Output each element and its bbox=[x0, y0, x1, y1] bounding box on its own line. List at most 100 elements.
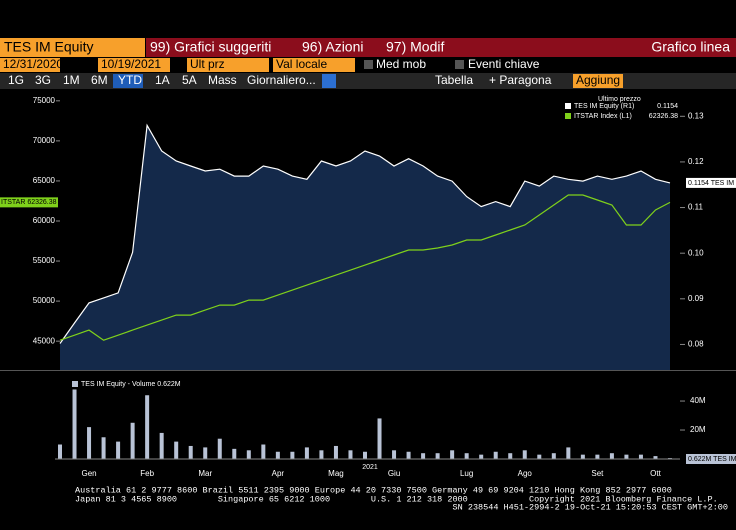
period[interactable]: 1G bbox=[8, 73, 24, 87]
right-tag: 0.1154 TES IM bbox=[688, 180, 734, 187]
volume-bar bbox=[450, 450, 455, 459]
x-tick-label: Set bbox=[591, 469, 604, 478]
volume-bar bbox=[304, 447, 309, 459]
volume-bar bbox=[159, 432, 164, 459]
volume-bar bbox=[580, 454, 585, 459]
volume-bar bbox=[624, 454, 629, 459]
volume-bar bbox=[392, 450, 397, 459]
checkbox[interactable] bbox=[455, 60, 464, 69]
table-button[interactable]: Tabella bbox=[435, 73, 473, 87]
mode[interactable]: Grafico linea bbox=[651, 39, 730, 55]
volume-bar bbox=[363, 451, 367, 459]
volume-bar bbox=[595, 454, 600, 459]
period[interactable]: 1A bbox=[155, 73, 170, 87]
volume-bar bbox=[421, 453, 426, 459]
volume-bar bbox=[522, 450, 527, 459]
legend-value: 62326.38 bbox=[649, 113, 678, 120]
year-label: 2021 bbox=[362, 464, 378, 471]
volume-tag: 0.622M TES IM bbox=[688, 456, 736, 463]
volume-bar bbox=[638, 454, 643, 459]
x-tick-label: Giu bbox=[388, 469, 400, 478]
frequency[interactable]: Giornaliero... bbox=[247, 73, 316, 87]
volume-bar bbox=[58, 444, 62, 459]
field-events[interactable]: Eventi chiave bbox=[468, 57, 540, 71]
volume-bar bbox=[101, 437, 106, 459]
compare-button[interactable]: + Paragona bbox=[489, 73, 552, 87]
area bbox=[60, 125, 670, 371]
volume-bar bbox=[493, 451, 498, 459]
legend-entry: TES IM Equity (R1) bbox=[574, 103, 634, 110]
y2-tick-label: 0.11 bbox=[688, 203, 704, 212]
x-tick-label: Lug bbox=[460, 469, 473, 478]
volume-title: TES IM Equity - Volume 0.622M bbox=[81, 381, 181, 388]
tag-box bbox=[0, 197, 58, 208]
y-tick-label: 50000 bbox=[33, 296, 56, 305]
volume-bar bbox=[217, 438, 222, 459]
volume-bar bbox=[435, 453, 440, 459]
y2-tick-label: 0.10 bbox=[688, 248, 704, 257]
volume-bar bbox=[479, 454, 484, 459]
x-tick-label: Mag bbox=[328, 469, 344, 478]
volume-bar bbox=[508, 453, 513, 459]
x-tick-label: Apr bbox=[272, 469, 285, 478]
field-start[interactable]: 12/31/2020 bbox=[3, 57, 63, 71]
security: TES IM Equity bbox=[4, 39, 93, 55]
period[interactable]: YTD bbox=[118, 73, 142, 87]
menu-bar bbox=[146, 38, 736, 57]
volume-bar bbox=[551, 453, 556, 459]
legend-swatch bbox=[72, 381, 78, 387]
volume-bar bbox=[609, 453, 614, 459]
field-box[interactable] bbox=[0, 58, 60, 72]
y-tick-label: 65000 bbox=[33, 176, 56, 185]
volume-bar bbox=[377, 418, 382, 459]
volume-bar bbox=[116, 441, 121, 459]
volume-bar bbox=[72, 389, 77, 459]
volume-bar bbox=[566, 447, 571, 459]
period[interactable]: Mass bbox=[208, 73, 237, 87]
field-moving-avg[interactable]: Med mob bbox=[376, 57, 426, 71]
menu-item[interactable]: 97) Modif bbox=[386, 39, 444, 55]
checkbox[interactable] bbox=[364, 60, 373, 69]
y2-tick-label: 0.13 bbox=[688, 111, 704, 120]
add-box[interactable] bbox=[573, 74, 623, 88]
volume-bar bbox=[348, 450, 353, 459]
footer-line: Japan 81 3 4565 8900 Singapore 65 6212 1… bbox=[75, 494, 718, 504]
field-end[interactable]: 10/19/2021 bbox=[101, 57, 161, 71]
volume-bar bbox=[464, 453, 469, 459]
y2-tick-label: 0.12 bbox=[688, 157, 704, 166]
volume-bar bbox=[333, 445, 338, 459]
series-line bbox=[59, 194, 671, 341]
period[interactable]: 1M bbox=[63, 73, 80, 87]
y-tick-label: 75000 bbox=[33, 96, 56, 105]
legend-swatch bbox=[565, 113, 571, 119]
volume-bar bbox=[87, 427, 92, 459]
menu-item[interactable]: 96) Azioni bbox=[302, 39, 363, 55]
field-box[interactable] bbox=[98, 58, 170, 72]
period-active bbox=[113, 74, 143, 88]
field-currency[interactable]: Val locale bbox=[276, 57, 327, 71]
period[interactable]: 3G bbox=[35, 73, 51, 87]
period[interactable]: 5A bbox=[182, 73, 197, 87]
footer-line: Australia 61 2 9777 8600 Brazil 5511 239… bbox=[75, 485, 672, 495]
period[interactable]: 6M bbox=[91, 73, 108, 87]
field-box[interactable] bbox=[273, 58, 355, 72]
y-tick-label: 70000 bbox=[33, 136, 56, 145]
volume-bar bbox=[188, 445, 193, 459]
volume-bar bbox=[145, 395, 150, 459]
y-tick-label: 40M bbox=[690, 396, 706, 405]
volume-bar bbox=[261, 444, 266, 459]
field-field[interactable]: Ult prz bbox=[190, 57, 225, 71]
security-box[interactable] bbox=[0, 38, 145, 57]
volume-bar bbox=[319, 450, 324, 459]
tag-box bbox=[686, 454, 736, 464]
chart-icon[interactable] bbox=[322, 74, 336, 88]
add-button[interactable]: Aggiung bbox=[576, 73, 620, 87]
y-tick-label: 45000 bbox=[33, 336, 56, 345]
y2-tick-label: 0.09 bbox=[688, 294, 704, 303]
menu-item[interactable]: 99) Grafici suggeriti bbox=[150, 39, 271, 55]
field-box[interactable] bbox=[187, 58, 269, 72]
legend-swatch bbox=[565, 103, 571, 109]
series-line bbox=[59, 123, 671, 344]
x-tick-label: Ago bbox=[518, 469, 533, 478]
